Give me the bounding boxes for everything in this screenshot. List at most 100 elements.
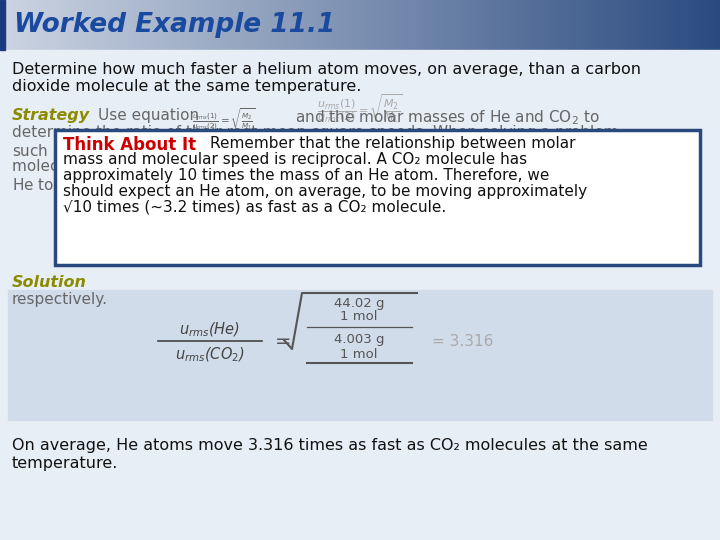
Bar <box>421 0 426 50</box>
Bar <box>313 0 318 50</box>
Bar <box>108 0 112 50</box>
Bar <box>540 0 544 50</box>
Bar <box>202 0 206 50</box>
Bar <box>698 0 703 50</box>
Bar <box>79 0 84 50</box>
Bar <box>500 0 505 50</box>
Bar <box>374 0 379 50</box>
Bar <box>641 0 645 50</box>
Bar <box>594 0 598 50</box>
Bar <box>76 0 80 50</box>
Bar <box>428 0 433 50</box>
Bar <box>482 0 487 50</box>
Text: Remember that the relationship between molar: Remember that the relationship between m… <box>210 136 575 151</box>
Text: dioxide molecule at the same temperature.: dioxide molecule at the same temperature… <box>12 79 361 94</box>
Bar <box>230 0 235 50</box>
Bar <box>644 0 649 50</box>
Bar <box>446 0 451 50</box>
Text: molecule has greater molar mass than a He atom, so we would expect: molecule has greater molar mass than a H… <box>12 159 554 174</box>
Bar <box>7 0 12 50</box>
Bar <box>706 0 710 50</box>
Bar <box>270 0 274 50</box>
Bar <box>205 0 210 50</box>
Bar <box>11 0 15 50</box>
Bar <box>702 0 706 50</box>
Bar <box>695 0 699 50</box>
Bar <box>256 0 260 50</box>
Bar <box>158 0 163 50</box>
Bar <box>400 0 404 50</box>
Text: Use equation: Use equation <box>98 108 199 123</box>
Bar <box>356 0 361 50</box>
Text: 4.003 g: 4.003 g <box>334 334 384 347</box>
Text: temperature.: temperature. <box>12 456 118 471</box>
Bar <box>464 0 469 50</box>
Bar <box>86 0 91 50</box>
Text: $u_{rms}$(He): $u_{rms}$(He) <box>179 321 240 339</box>
Bar <box>241 0 246 50</box>
Bar <box>655 0 660 50</box>
Bar <box>259 0 264 50</box>
Bar <box>392 0 397 50</box>
Text: should expect an He atom, on average, to be moving approximately: should expect an He atom, on average, to… <box>63 184 587 199</box>
Bar <box>652 0 656 50</box>
Bar <box>94 0 98 50</box>
Text: Worked Example 11.1: Worked Example 11.1 <box>14 12 336 38</box>
Bar <box>504 0 508 50</box>
Bar <box>212 0 217 50</box>
Bar <box>544 0 548 50</box>
Bar <box>436 0 440 50</box>
Bar <box>122 0 127 50</box>
Bar <box>184 0 188 50</box>
Bar <box>439 0 444 50</box>
Bar <box>508 0 512 50</box>
Bar <box>320 0 325 50</box>
Bar <box>209 0 213 50</box>
Text: √10 times (~3.2 times) as fast as a CO₂ molecule.: √10 times (~3.2 times) as fast as a CO₂ … <box>63 200 446 215</box>
Bar <box>227 0 231 50</box>
Bar <box>565 0 570 50</box>
Bar <box>382 0 386 50</box>
Bar <box>65 0 69 50</box>
Bar <box>511 0 516 50</box>
Bar <box>36 0 40 50</box>
Bar <box>493 0 498 50</box>
Bar <box>115 0 120 50</box>
Bar <box>104 0 109 50</box>
Text: 1 mol: 1 mol <box>341 348 378 361</box>
Bar <box>551 0 555 50</box>
Bar <box>580 0 584 50</box>
Bar <box>414 0 418 50</box>
Bar <box>713 0 717 50</box>
Bar <box>526 0 530 50</box>
Bar <box>317 0 321 50</box>
Bar <box>472 0 476 50</box>
Bar <box>4 0 8 50</box>
Bar <box>302 0 307 50</box>
Text: such as this, it is helpful to predict the expected result. A CO$_2$: such as this, it is helpful to predict t… <box>12 142 485 161</box>
Bar <box>8 290 712 420</box>
Bar <box>22 0 26 50</box>
Bar <box>331 0 336 50</box>
Text: determine the ratio of their root-mean-square speeds. When solving a problem: determine the ratio of their root-mean-s… <box>12 125 618 140</box>
Bar <box>396 0 400 50</box>
Bar <box>403 0 408 50</box>
Bar <box>716 0 720 50</box>
Text: $\dfrac{u_{rms}(1)}{u_{rms}(2)} = \sqrt{\dfrac{M_2}{M_1}}$: $\dfrac{u_{rms}(1)}{u_{rms}(2)} = \sqrt{… <box>317 92 403 125</box>
Bar <box>263 0 267 50</box>
Bar <box>266 0 271 50</box>
Bar <box>637 0 642 50</box>
Bar <box>194 0 199 50</box>
Bar <box>148 0 152 50</box>
Bar <box>680 0 685 50</box>
Bar <box>673 0 678 50</box>
Bar <box>353 0 357 50</box>
Text: 1 mol: 1 mol <box>341 310 378 323</box>
Bar <box>140 0 145 50</box>
Bar <box>130 0 134 50</box>
Bar <box>569 0 573 50</box>
Bar <box>454 0 458 50</box>
Bar <box>461 0 465 50</box>
Bar <box>684 0 688 50</box>
Bar <box>407 0 411 50</box>
